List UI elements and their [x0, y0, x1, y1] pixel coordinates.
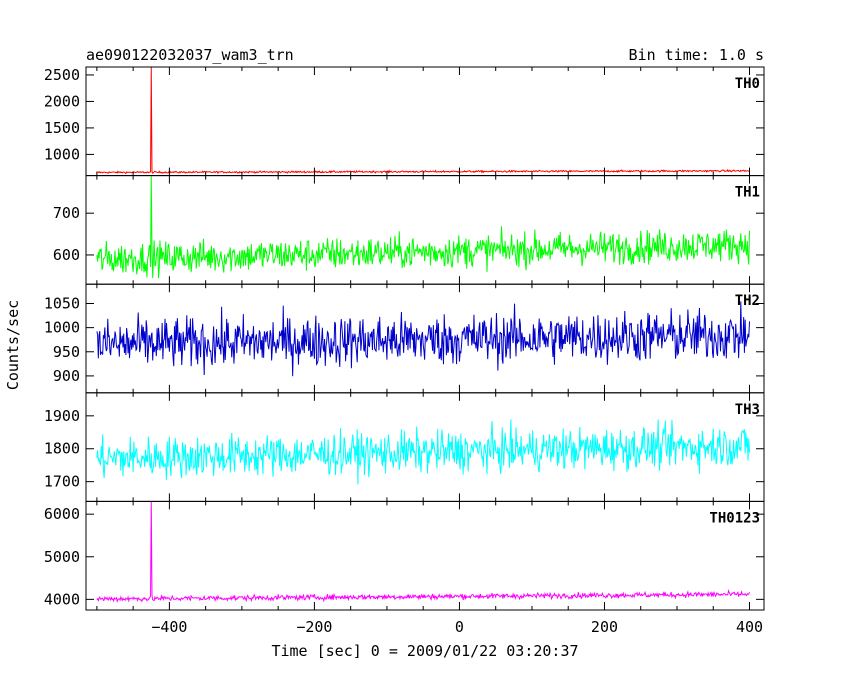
series-th0: [96, 67, 750, 175]
panel-frame: [85, 500, 765, 611]
panel-label: TH0123: [709, 510, 760, 526]
y-tick-label: 1700: [44, 473, 80, 491]
panel-th2: 900 950 1000 1050 TH2: [44, 283, 765, 394]
x-tick-label: −200: [296, 618, 332, 636]
y-tick-label: 1000: [44, 145, 80, 163]
y-axis-label: Counts/sec: [4, 300, 22, 390]
panel-th1: 600 700 TH1: [53, 175, 765, 285]
y-tick-label: 1000: [44, 319, 80, 337]
y-tick-label: 1050: [44, 295, 80, 313]
series-th0123: [96, 501, 750, 604]
series-th3: [96, 419, 750, 485]
panel-label: TH0: [735, 76, 760, 92]
x-axis-label: Time [sec] 0 = 2009/01/22 03:20:37: [271, 642, 578, 660]
panel-frame: [85, 66, 765, 177]
y-tick-label: 700: [53, 204, 80, 222]
panel-label: TH3: [735, 402, 760, 418]
panel-label: TH1: [735, 185, 760, 201]
panels: 1000150020002500TH0600700TH1900950100010…: [44, 66, 765, 636]
panel-label: TH2: [735, 293, 760, 309]
panel-frame: [85, 175, 765, 285]
y-tick-label: 5000: [44, 548, 80, 566]
panel-th0: 1000 1500 2000 2500 TH0: [44, 66, 765, 177]
y-tick-label: 2500: [44, 66, 80, 84]
y-tick-label: 6000: [44, 505, 80, 523]
y-tick-label: 2000: [44, 92, 80, 110]
y-tick-label: 4000: [44, 590, 80, 608]
series-th2: [96, 301, 750, 377]
y-tick-label: 1800: [44, 440, 80, 458]
y-tick-label: 600: [53, 246, 80, 264]
x-tick-label: 200: [591, 618, 618, 636]
y-tick-label: 1900: [44, 407, 80, 425]
y-tick-label: 900: [53, 367, 80, 385]
x-tick-label: 0: [455, 618, 464, 636]
panel-th3: 1700 1800 1900 TH3: [44, 392, 765, 502]
panel-th0123: 4000 5000 6000 TH0123: [44, 500, 765, 611]
x-tick-label: 400: [736, 618, 763, 636]
chart-title: ae090122032037_wam3_trn: [86, 46, 294, 64]
bin-time-label: Bin time: 1.0 s: [629, 46, 764, 64]
series-th1: [96, 175, 750, 279]
x-tick-label: −400: [151, 618, 187, 636]
y-tick-label: 1500: [44, 119, 80, 137]
y-tick-label: 950: [53, 343, 80, 361]
